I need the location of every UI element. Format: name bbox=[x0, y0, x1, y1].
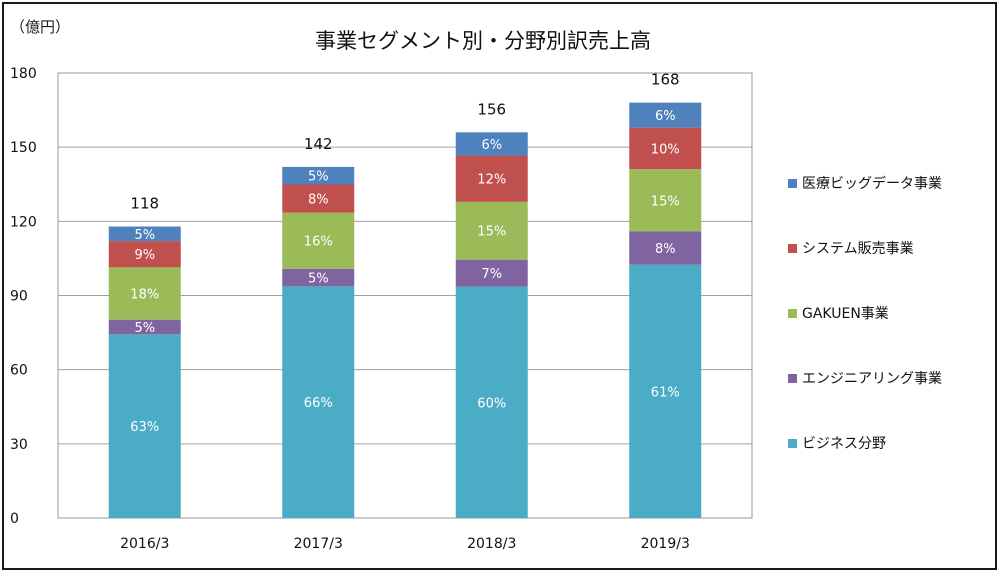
bar-segment bbox=[629, 264, 702, 518]
bar-segment bbox=[282, 268, 355, 287]
segment-data-label: 6% bbox=[655, 109, 676, 124]
segment-data-label: 60% bbox=[477, 396, 506, 411]
bar-segment bbox=[455, 155, 528, 202]
segment-data-label: 16% bbox=[304, 235, 333, 250]
y-tick-label: 30 bbox=[10, 437, 28, 453]
segment-data-label: 7% bbox=[481, 267, 502, 282]
legend-swatch bbox=[788, 244, 797, 253]
bar-segment bbox=[629, 127, 702, 170]
y-axis: 0 30 60 90 120 150 180 bbox=[10, 66, 37, 527]
legend-label: システム販売事業 bbox=[802, 241, 914, 257]
legend-label: 医療ビッグデータ事業 bbox=[802, 175, 942, 192]
bar-segment bbox=[108, 319, 181, 335]
segment-data-label: 5% bbox=[308, 170, 329, 185]
bar-total-label: 118 bbox=[130, 195, 159, 213]
legend-label: ビジネス分野 bbox=[802, 436, 886, 452]
x-tick-label: 2017/3 bbox=[294, 536, 343, 552]
x-tick-label: 2016/3 bbox=[120, 536, 169, 552]
y-tick-label: 150 bbox=[10, 140, 37, 156]
segment-data-label: 66% bbox=[304, 396, 333, 411]
legend-swatch bbox=[788, 374, 797, 383]
segment-data-label: 5% bbox=[308, 272, 329, 287]
legend-swatch bbox=[788, 439, 797, 448]
y-tick-label: 60 bbox=[10, 363, 28, 379]
segment-data-label: 63% bbox=[130, 420, 159, 435]
segment-data-label: 8% bbox=[308, 193, 329, 208]
segment-data-label: 6% bbox=[481, 138, 502, 153]
legend-label: GAKUEN事業 bbox=[802, 306, 889, 322]
y-tick-label: 180 bbox=[10, 66, 37, 82]
segment-data-label: 61% bbox=[651, 385, 680, 400]
segment-data-label: 5% bbox=[134, 321, 155, 336]
bar-total-label: 142 bbox=[304, 135, 333, 153]
segment-data-label: 15% bbox=[651, 194, 680, 209]
segment-data-label: 18% bbox=[130, 288, 159, 303]
bar-segment bbox=[282, 184, 355, 213]
bar-segment bbox=[108, 241, 181, 268]
x-axis: 2016/3 2017/3 2018/3 2019/3 bbox=[120, 536, 690, 552]
bar-segment bbox=[108, 226, 181, 242]
bar-total-label: 156 bbox=[477, 100, 506, 118]
legend-label: エンジニアリング事業 bbox=[802, 371, 942, 387]
segment-data-label: 9% bbox=[134, 248, 155, 263]
legend-swatch bbox=[788, 309, 797, 318]
segment-data-label: 10% bbox=[651, 142, 680, 157]
x-tick-label: 2019/3 bbox=[641, 536, 690, 552]
bars: 63% 5% 18% 9% 5% 118 66% 5% 16% 8% 5% 142 60% 7% 15% 12… bbox=[108, 71, 702, 518]
chart-title: 事業セグメント別・分野別訳売上高 bbox=[315, 29, 651, 53]
y-tick-label: 120 bbox=[10, 214, 37, 230]
bar-total-label: 168 bbox=[651, 71, 680, 89]
bar-segment bbox=[282, 286, 355, 518]
bar-segment bbox=[629, 102, 702, 128]
bar-segment bbox=[455, 259, 528, 287]
bar-segment bbox=[629, 169, 702, 232]
segment-data-label: 5% bbox=[134, 228, 155, 243]
bar-segment bbox=[108, 267, 181, 320]
segment-data-label: 12% bbox=[477, 173, 506, 188]
bar-segment bbox=[455, 201, 528, 260]
legend-swatch bbox=[788, 179, 797, 188]
segment-data-label: 15% bbox=[477, 225, 506, 240]
bar-segment bbox=[629, 231, 702, 265]
bar-segment bbox=[282, 166, 355, 185]
bar-segment bbox=[108, 334, 181, 518]
y-tick-label: 0 bbox=[10, 511, 19, 527]
bar-segment bbox=[282, 212, 355, 269]
bar-segment bbox=[455, 132, 528, 156]
bar-segment bbox=[455, 286, 528, 518]
x-tick-label: 2018/3 bbox=[467, 536, 516, 552]
y-tick-label: 90 bbox=[10, 289, 28, 305]
unit-label: （億円） bbox=[10, 18, 70, 36]
segment-data-label: 8% bbox=[655, 242, 676, 257]
